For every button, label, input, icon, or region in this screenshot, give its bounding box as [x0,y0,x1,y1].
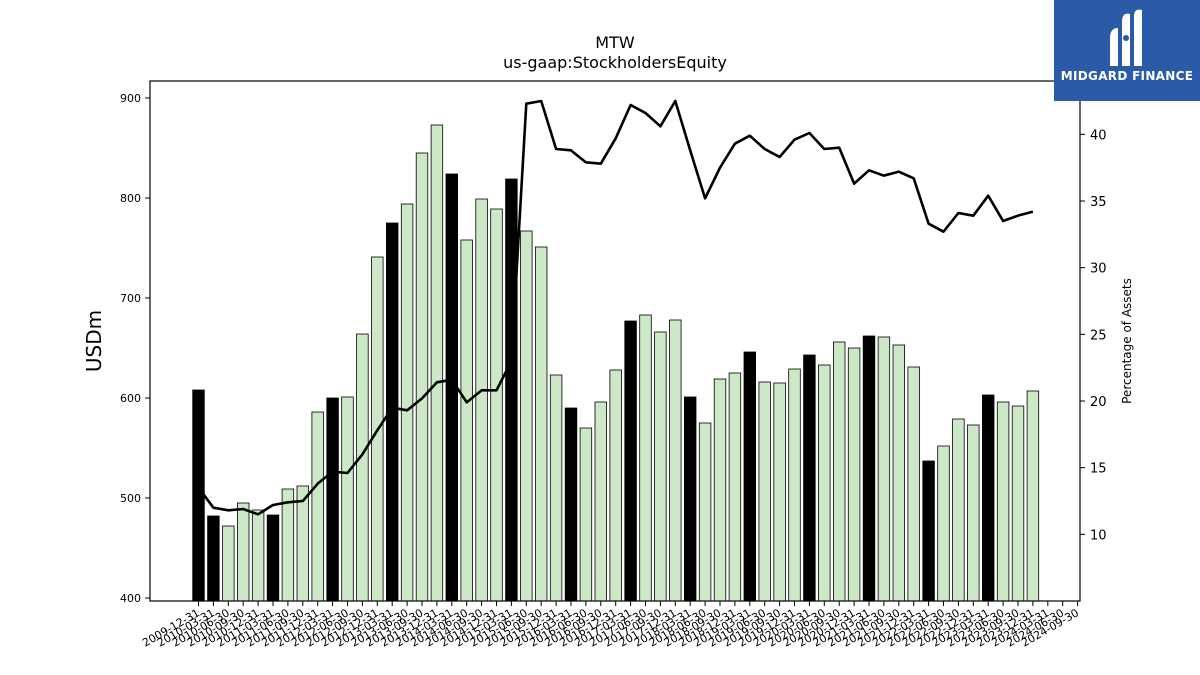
y-axis-label-right: Percentage of Assets [1120,278,1134,404]
equity-bar [892,344,906,602]
equity-bar [296,485,310,602]
plot-frame [149,80,1081,602]
equity-bar [326,397,339,602]
y-tick-label: 900 [120,92,141,105]
bars-group [192,124,1040,602]
equity-bar [877,336,891,602]
equity-bar [490,208,503,602]
y-right-tick-label: 25 [1090,328,1107,343]
equity-bar [818,364,831,602]
equity-bar [937,445,950,602]
y-tick-label: 700 [120,292,141,305]
equity-bar [251,509,265,602]
equity-bar [922,460,935,602]
equity-bar [847,347,861,602]
equity-bar [788,368,801,602]
y-axis-label: USDm [82,310,106,372]
y-right-tick-label: 30 [1090,262,1107,277]
equity-bar [654,331,667,602]
equity-bar [520,230,533,602]
y-tick-label: 800 [120,192,141,205]
equity-bar [698,422,712,602]
equity-bar [207,515,220,602]
equity-bar [624,320,637,602]
logo-text: MIDGARD FINANCE [1060,69,1194,83]
equity-bar [356,333,369,602]
y-right-tick-label: 10 [1090,528,1107,543]
percentage-line [197,99,1034,516]
equity-bar [475,198,488,602]
equity-bar [833,341,846,602]
equity-bar [564,407,578,602]
equity-bar [341,396,354,602]
equity-bar [460,239,473,602]
y-right-tick-label: 40 [1090,128,1107,143]
equity-bar [713,378,727,602]
right-y-axis: 10 15 20 25 30 35 40 [1080,128,1107,543]
equity-bar [400,203,414,602]
equity-bar [549,374,563,602]
equity-bar [192,389,205,602]
equity-bar [505,178,518,602]
equity-bar [684,396,697,602]
equity-bar [967,424,980,602]
equity-bar [266,514,280,602]
y-right-tick-label: 35 [1090,195,1107,210]
y-tick-label: 600 [120,392,141,405]
equity-bar [535,246,548,602]
equity-bar [982,394,995,602]
equity-bar [415,152,429,602]
equity-bar [430,124,444,602]
equity-bar [1026,390,1040,602]
equity-bar [743,351,757,602]
equity-bar [609,369,622,602]
y-tick-label: 500 [120,492,141,505]
equity-bar [669,319,682,602]
chart-subtitle: us-gaap:StockholdersEquity [503,53,727,72]
logo-mark-icon [1110,9,1142,67]
equity-bar [281,488,295,602]
y-right-tick-label: 20 [1090,395,1107,410]
equity-bar [773,382,786,602]
equity-bar [639,314,652,602]
equity-bar [952,418,965,602]
equity-bar [594,401,608,602]
equity-bar [758,381,771,602]
equity-bar [236,502,250,602]
midgard-finance-logo: MIDGARD FINANCE [1054,0,1200,101]
equity-bar [907,366,920,602]
equity-bar [728,372,742,602]
left-y-axis: 400 500 600 700 800 900 [120,92,150,605]
equity-bar [579,427,593,602]
equity-bar [803,354,816,602]
equity-bar [222,525,235,602]
equity-bar [311,411,324,602]
equity-bar [862,335,876,602]
chart-title: MTW [595,33,635,52]
y-right-tick-label: 15 [1090,462,1107,477]
equity-bar [1011,405,1025,602]
x-axis: 2009-12-312010-03-312010-06-302010-09-30… [140,601,1081,650]
y-tick-label: 400 [120,592,141,605]
equity-bar [996,401,1010,602]
